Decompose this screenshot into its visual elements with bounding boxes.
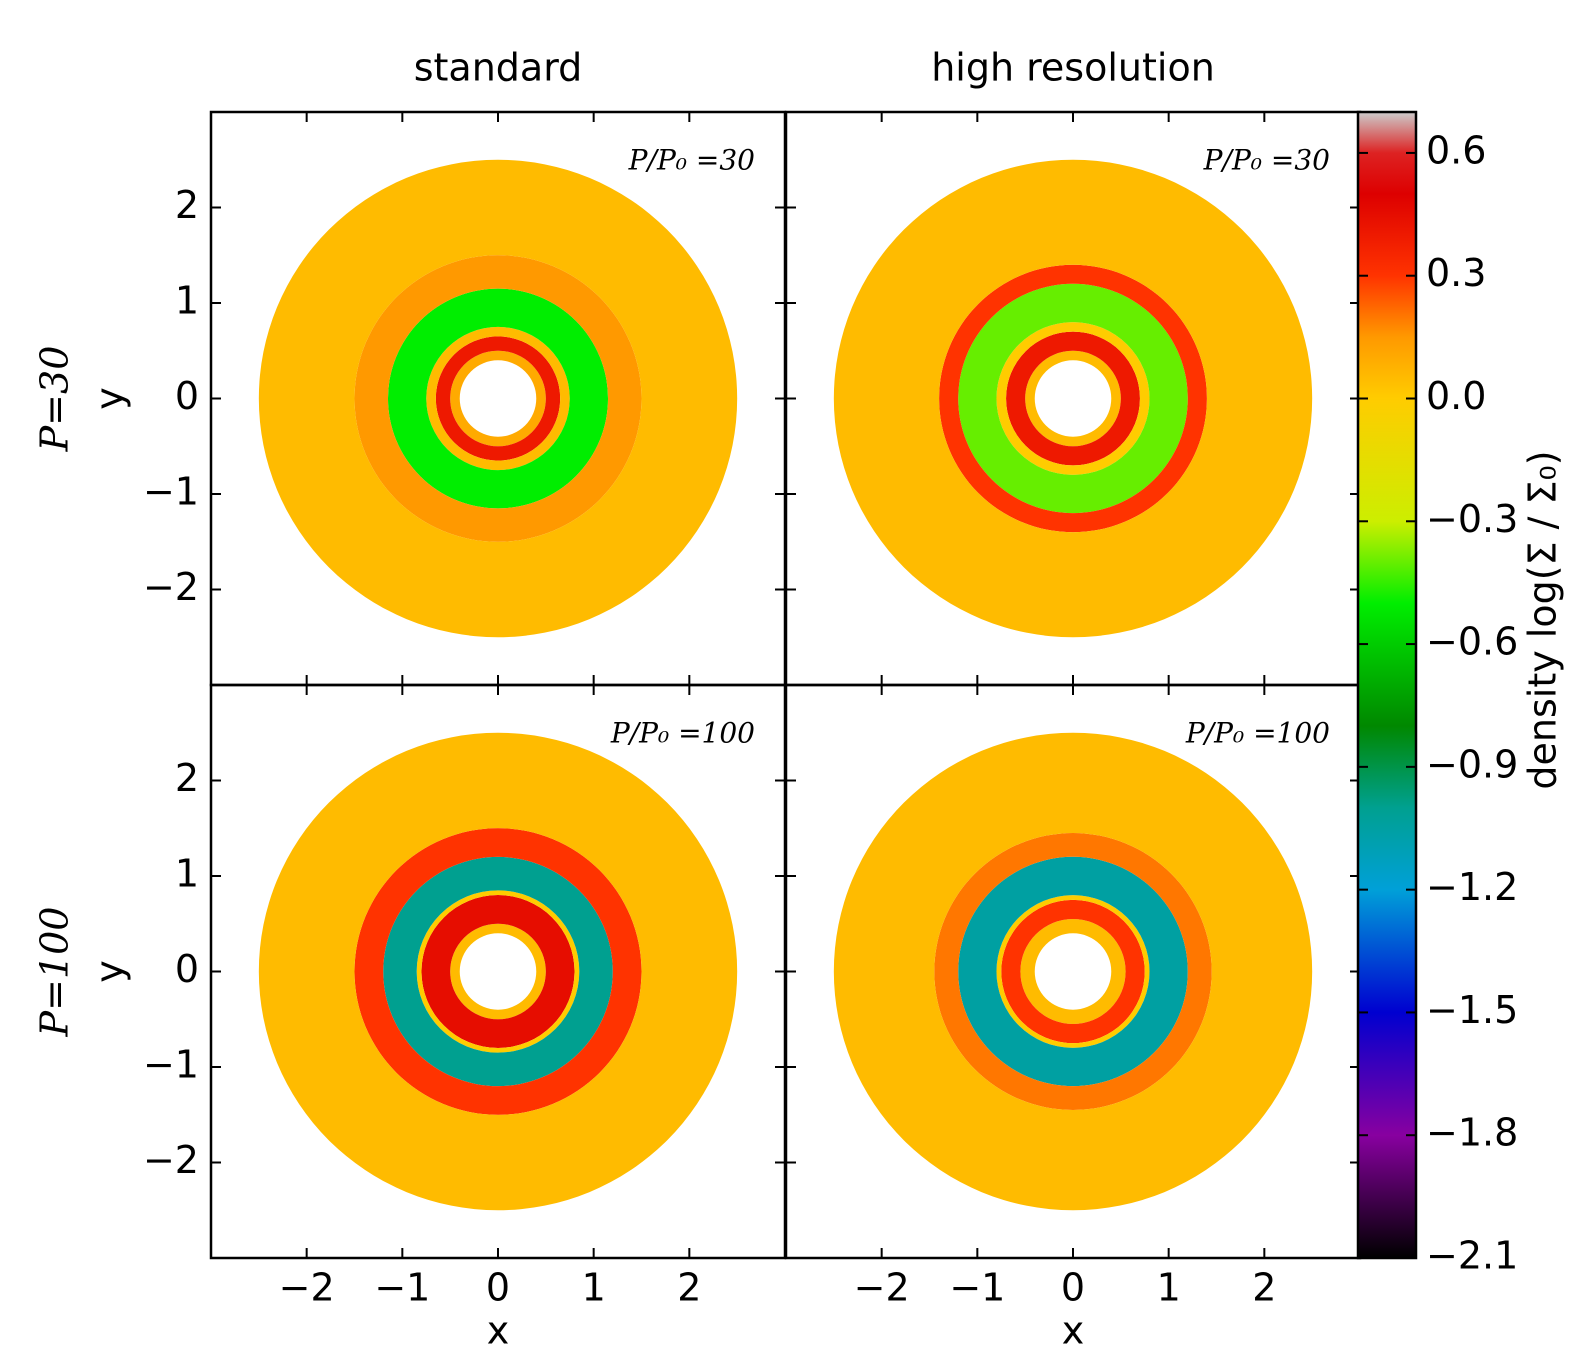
colorbar-tick-label: −0.6 bbox=[1426, 620, 1518, 664]
y-tick-label: −1 bbox=[143, 1043, 199, 1087]
y-tick-label: −2 bbox=[143, 565, 199, 609]
x-tick-label: 1 bbox=[582, 1266, 606, 1310]
panel-annotation: P/P₀ =30 bbox=[628, 144, 755, 177]
disk-annulus bbox=[833, 732, 1313, 1211]
colorbar-tick-label: 0.3 bbox=[1426, 251, 1486, 295]
colorbar-label: density log(Σ / Σ₀) bbox=[1521, 450, 1565, 789]
colorbar-tick-label: −1.5 bbox=[1426, 988, 1518, 1032]
x-axis-label: x bbox=[487, 1309, 510, 1345]
panel-annotation: P/P₀ =100 bbox=[1185, 717, 1330, 750]
y-tick-label: 1 bbox=[175, 852, 199, 896]
x-tick-label: −1 bbox=[374, 1266, 430, 1310]
disk-annulus bbox=[1025, 350, 1121, 447]
disk-annulus bbox=[1020, 918, 1126, 1025]
colorbar bbox=[1356, 110, 1418, 1260]
colorbar-tick-label: −0.3 bbox=[1426, 497, 1518, 541]
y-tick-label: 2 bbox=[175, 756, 199, 800]
colorbar-tick-label: −1.2 bbox=[1426, 865, 1518, 909]
row-label: P=30 bbox=[33, 346, 77, 453]
column-title: standard bbox=[414, 46, 583, 90]
colorbar-tick-label: −1.8 bbox=[1426, 1111, 1518, 1155]
y-axis-label: y bbox=[88, 960, 132, 983]
disk-annulus bbox=[958, 856, 1188, 1087]
y-axis-label: y bbox=[88, 387, 132, 410]
y-tick-label: 0 bbox=[175, 374, 199, 418]
row-label: P=100 bbox=[33, 907, 77, 1038]
x-tick-label: 0 bbox=[1061, 1266, 1085, 1310]
disk-annulus bbox=[958, 283, 1188, 514]
disk-annulus bbox=[833, 159, 1313, 638]
colorbar-tick-label: 0.0 bbox=[1426, 374, 1486, 418]
x-tick-label: 2 bbox=[1252, 1266, 1276, 1310]
y-tick-label: 1 bbox=[175, 279, 199, 323]
x-tick-label: 1 bbox=[1157, 1266, 1181, 1310]
disk-annulus bbox=[258, 159, 738, 638]
disk-annulus bbox=[421, 895, 575, 1048]
panel-annotation: P/P₀ =100 bbox=[610, 717, 755, 750]
colorbar-tick-label: −0.9 bbox=[1426, 742, 1518, 786]
disk-annulus bbox=[450, 350, 546, 447]
colorbar-tick-label: 0.6 bbox=[1426, 128, 1486, 172]
y-tick-label: 0 bbox=[175, 947, 199, 991]
column-title: high resolution bbox=[931, 46, 1215, 90]
y-tick-label: −2 bbox=[143, 1138, 199, 1182]
disk-annulus bbox=[450, 923, 546, 1020]
panel-annotation: P/P₀ =30 bbox=[1203, 144, 1330, 177]
x-tick-label: −2 bbox=[854, 1266, 910, 1310]
x-axis-label: x bbox=[1062, 1309, 1085, 1345]
x-tick-label: 2 bbox=[677, 1266, 701, 1310]
y-tick-label: 2 bbox=[175, 183, 199, 227]
y-tick-label: −1 bbox=[143, 470, 199, 514]
x-tick-label: −1 bbox=[949, 1266, 1005, 1310]
x-tick-label: −2 bbox=[279, 1266, 335, 1310]
x-tick-label: 0 bbox=[486, 1266, 510, 1310]
colorbar-tick-label: −2.1 bbox=[1426, 1234, 1518, 1278]
disk-annulus bbox=[387, 288, 609, 509]
disk-annulus bbox=[258, 732, 738, 1211]
